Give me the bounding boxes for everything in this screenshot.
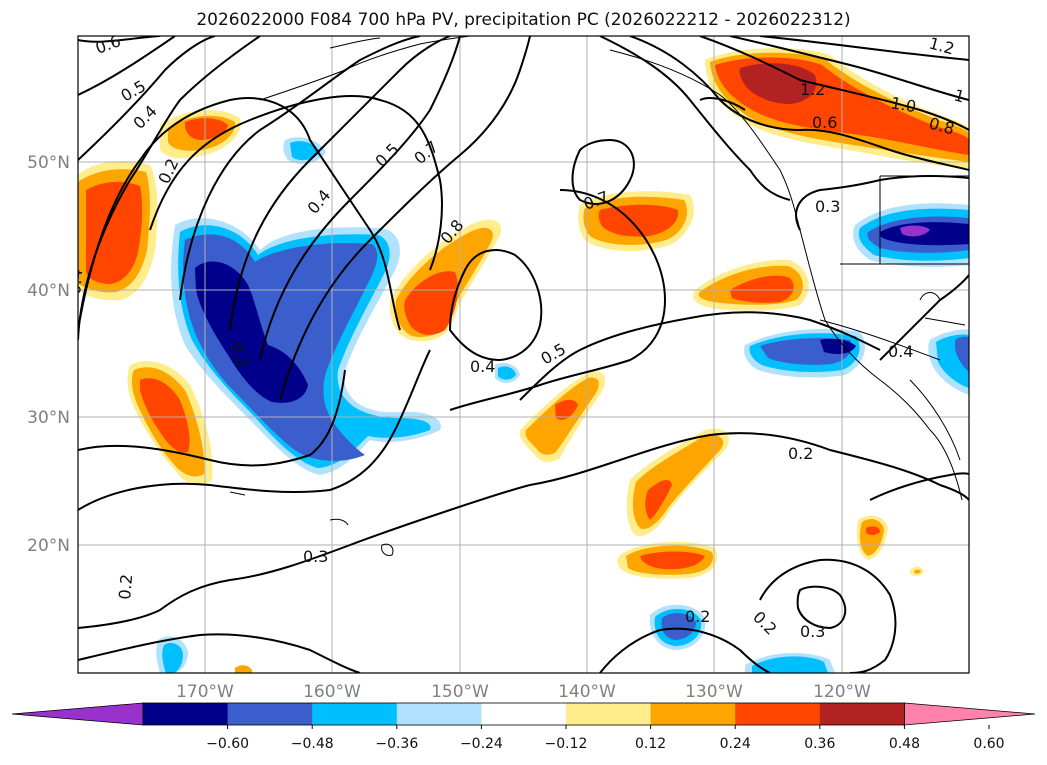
colorbar-segment xyxy=(819,703,905,725)
colorbar-tick-label: −0.24 xyxy=(460,736,503,752)
contour-label: 1.2 xyxy=(927,34,957,59)
colorbar-segment xyxy=(227,703,313,725)
colorbar-extend-max xyxy=(904,702,1036,726)
colorbar-segment xyxy=(566,703,652,725)
colorbar-extend-min xyxy=(11,702,144,726)
contour-label: 0.4 xyxy=(888,342,913,361)
contour-label: 0.2 xyxy=(788,444,813,463)
colorbar-frame xyxy=(142,702,905,726)
lon-label: 130°W xyxy=(685,682,743,702)
contour-label: 0.3 xyxy=(303,547,328,566)
contour-label: 0.3 xyxy=(800,622,825,641)
colorbar-tick-label: −0.48 xyxy=(291,736,334,752)
plot-title: 2026022000 F084 700 hPa PV, precipitatio… xyxy=(196,10,851,30)
contour-label: 0.4 xyxy=(65,268,86,295)
colorbar-segment xyxy=(481,703,567,725)
lat-label: 20°N xyxy=(27,536,70,556)
lat-label: 50°N xyxy=(27,153,70,173)
colorbar-tick-label: −0.12 xyxy=(545,736,588,752)
lon-label: 160°W xyxy=(303,682,361,702)
colorbar-tick-label: 0.60 xyxy=(973,736,1004,752)
colorbar-tick-label: 0.48 xyxy=(889,736,920,752)
colorbar-segment xyxy=(650,703,736,725)
contour-label: 0.3 xyxy=(815,197,840,216)
lon-label: 170°W xyxy=(176,682,234,702)
lon-label: 150°W xyxy=(431,682,489,702)
gridlines xyxy=(78,36,969,673)
contour-label: 0.4 xyxy=(470,357,495,376)
colorbar-tick-label: −0.36 xyxy=(375,736,418,752)
colorbar-segment xyxy=(312,703,398,725)
longitude-labels: 170°W 160°W 150°W 140°W 130°W 120°W xyxy=(176,682,871,702)
colorbar-tick-label: 0.12 xyxy=(635,736,666,752)
pv-contours xyxy=(78,36,969,673)
colorbar: −0.60 −0.48 −0.36 −0.24 −0.12 0.12 0.24 0.36 0.4… xyxy=(11,702,1036,752)
lat-label: 30°N xyxy=(27,408,70,428)
latitude-labels: 50°N 40°N 30°N 20°N xyxy=(27,153,70,556)
lon-label: 140°W xyxy=(558,682,616,702)
contour-label: 1 xyxy=(952,86,967,107)
colorbar-tick-label: 0.36 xyxy=(804,736,835,752)
contour-label: 0.2 xyxy=(115,573,136,600)
lon-label: 120°W xyxy=(813,682,871,702)
coastlines xyxy=(229,36,969,556)
colorbar-segment xyxy=(143,703,229,725)
contour-label: 1.0 xyxy=(889,93,917,116)
colorbar-tick-label: −0.60 xyxy=(206,736,249,752)
contour-label: 0.2 xyxy=(685,607,710,626)
colorbar-segment xyxy=(735,703,821,725)
lat-label: 40°N xyxy=(27,281,70,301)
colorbar-tick-label: 0.24 xyxy=(720,736,751,752)
contour-label: 0.6 xyxy=(812,113,837,132)
contour-label: 1.2 xyxy=(800,80,825,99)
colorbar-segment xyxy=(396,703,482,725)
plot-frame xyxy=(77,35,970,674)
